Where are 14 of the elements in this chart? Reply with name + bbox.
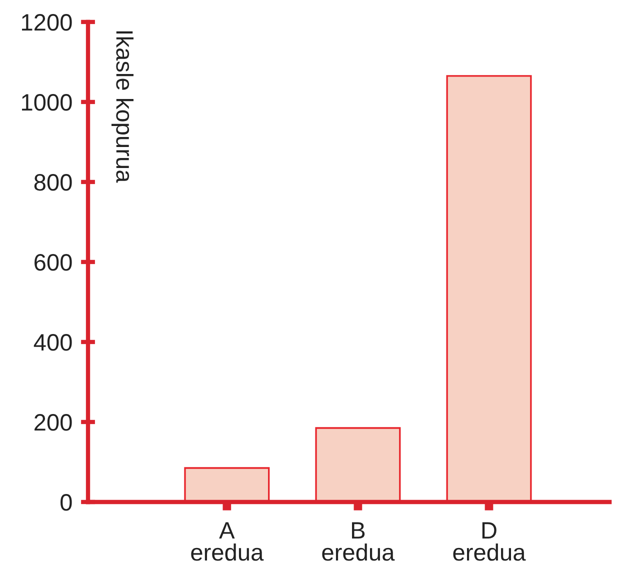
y-tick-label: 600 — [34, 254, 72, 271]
y-tick-label: 0 — [60, 494, 72, 511]
y-tick-label: 200 — [34, 414, 72, 431]
y-axis-title: Ikasle kopurua — [111, 31, 134, 183]
x-tick-label: A eredua — [191, 522, 264, 561]
y-tick-label: 800 — [34, 174, 72, 191]
x-tick-label: B eredua — [322, 522, 395, 561]
bar — [184, 467, 270, 502]
y-tick-label: 1000 — [22, 94, 72, 111]
x-tick-label: D eredua — [453, 522, 526, 561]
y-tick-label: 1200 — [22, 14, 72, 31]
bar — [315, 427, 401, 502]
y-tick-label: 400 — [34, 334, 72, 351]
bar — [446, 75, 532, 502]
